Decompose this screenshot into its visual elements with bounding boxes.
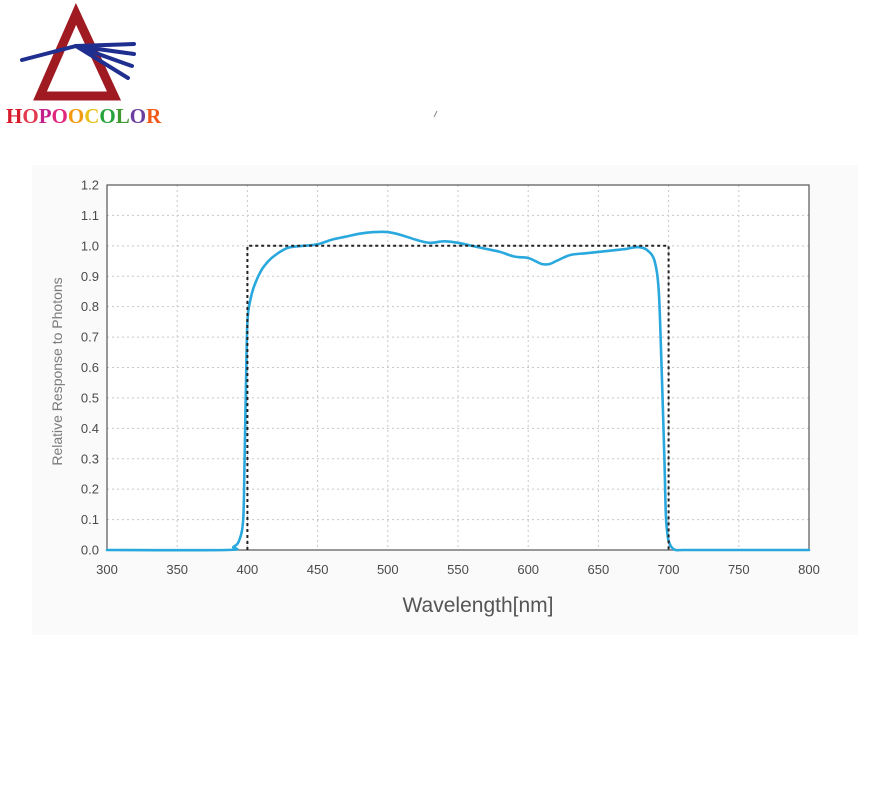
- x-tick-label: 500: [377, 562, 399, 577]
- logo-letter: O: [51, 104, 68, 128]
- prism-logo-icon: [20, 3, 136, 101]
- y-tick-label: 1.0: [81, 238, 99, 253]
- logo-letter: O: [129, 104, 147, 128]
- company-logo: HOPOOCOLOR: [0, 0, 170, 135]
- y-tick-label: 0.2: [81, 482, 99, 497]
- logo-letter: O: [99, 104, 116, 128]
- x-tick-label: 350: [166, 562, 188, 577]
- y-tick-label: 0.0: [81, 543, 99, 558]
- series-response-line: [105, 230, 811, 552]
- logo-wordmark: HOPOOCOLOR: [6, 104, 176, 129]
- x-tick-label: 450: [307, 562, 329, 577]
- logo-letter: L: [115, 104, 130, 128]
- logo-letter: O: [22, 104, 39, 128]
- y-tick-label: 0.1: [81, 512, 99, 527]
- response-chart: 300 350 400 450 500 550 600 650 700 750 800 0.0 0.1 0…: [49, 178, 820, 618]
- logo-letter: P: [38, 104, 52, 128]
- y-tick-label: 0.8: [81, 299, 99, 314]
- y-tick-label: 1.2: [81, 178, 99, 193]
- x-tick-label: 550: [447, 562, 469, 577]
- x-axis-label: Wavelength[nm]: [403, 594, 554, 617]
- chart-panel: 300 350 400 450 500 550 600 650 700 750 800 0.0 0.1 0…: [32, 165, 858, 635]
- y-tick-label: 0.6: [81, 360, 99, 375]
- x-tick-label: 600: [517, 562, 539, 577]
- logo-letter: C: [84, 104, 100, 128]
- x-tick-label: 650: [588, 562, 610, 577]
- plot-frame: [106, 184, 810, 551]
- y-axis-label: Relative Response to Photons: [49, 277, 65, 465]
- y-tick-label: 1.1: [81, 208, 99, 223]
- x-tick-label: 400: [237, 562, 259, 577]
- y-tick-label: 0.5: [81, 390, 99, 405]
- logo-letter: R: [146, 104, 162, 128]
- series-ideal-bandpass-line: [246, 244, 670, 550]
- x-tick-label: 300: [96, 562, 118, 577]
- y-tick-label: 0.3: [81, 451, 99, 466]
- x-tick-label: 750: [728, 562, 750, 577]
- stray-mark-icon: [433, 110, 438, 118]
- y-tick-label: 0.7: [81, 330, 99, 345]
- y-tick-label: 0.4: [81, 421, 99, 436]
- logo-letter: H: [6, 104, 23, 128]
- logo-letter: O: [67, 104, 85, 128]
- y-tick-label: 0.9: [81, 269, 99, 284]
- x-tick-label: 800: [798, 562, 820, 577]
- x-tick-label: 700: [658, 562, 680, 577]
